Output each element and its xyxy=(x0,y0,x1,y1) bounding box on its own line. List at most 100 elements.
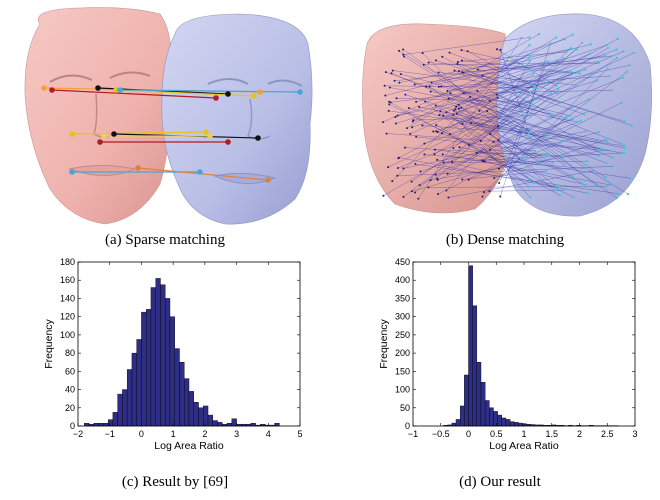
dense-source-point xyxy=(396,174,399,177)
histogram-bar xyxy=(518,422,523,427)
x-tick-label: −1 xyxy=(408,429,418,439)
dense-target-point xyxy=(550,113,553,116)
dense-source-point xyxy=(410,180,413,183)
histogram-bar xyxy=(198,407,204,427)
dense-target-point xyxy=(569,114,572,117)
dense-source-point xyxy=(453,69,456,72)
dense-source-point xyxy=(423,142,426,145)
y-tick-label: 0 xyxy=(405,421,410,431)
dense-source-point xyxy=(495,48,498,51)
dense-source-point xyxy=(436,158,439,161)
dense-source-point xyxy=(475,151,478,154)
dense-source-point xyxy=(486,110,489,113)
dense-target-point xyxy=(595,184,598,187)
dense-target-point xyxy=(528,185,531,188)
dense-source-point xyxy=(441,153,444,156)
histogram-bar xyxy=(193,402,199,427)
dense-source-point xyxy=(452,109,455,112)
dense-target-point xyxy=(541,163,544,166)
dense-source-point xyxy=(385,132,388,135)
dense-target-point xyxy=(525,155,529,158)
dense-source-point xyxy=(437,71,440,74)
x-tick-label: −2 xyxy=(73,429,83,439)
landmark-point xyxy=(135,165,141,171)
dense-source-point xyxy=(411,126,414,129)
dense-target-point xyxy=(605,161,608,165)
dense-source-point xyxy=(449,92,452,95)
dense-target-point xyxy=(578,72,581,75)
dense-source-point xyxy=(404,93,407,96)
dense-target-point xyxy=(574,83,577,87)
dense-match-line xyxy=(439,58,564,116)
dense-target-point xyxy=(529,137,533,141)
histogram-bar xyxy=(145,309,152,427)
dense-target-point xyxy=(596,79,599,82)
dense-source-point xyxy=(488,99,491,102)
dense-target-point xyxy=(584,183,587,186)
dense-target-point xyxy=(580,182,584,185)
dense-target-point xyxy=(621,76,625,79)
histogram-bar xyxy=(455,419,461,427)
dense-source-point xyxy=(388,100,391,103)
landmark-point xyxy=(101,133,107,139)
dense-target-point xyxy=(615,56,619,60)
dense-source-point xyxy=(418,105,421,108)
dense-target-point xyxy=(586,110,589,113)
dense-target-point xyxy=(536,160,539,163)
dense-source-point xyxy=(402,48,405,51)
dense-target-point xyxy=(570,105,573,108)
dense-match-line xyxy=(394,55,613,82)
dense-match-line xyxy=(424,154,585,169)
dense-source-point xyxy=(498,182,501,185)
histogram-bar xyxy=(122,389,128,427)
dense-target-point xyxy=(620,152,623,155)
dense-target-point xyxy=(562,188,566,192)
dense-source-point xyxy=(468,95,471,98)
dense-target-point xyxy=(606,46,610,49)
dense-source-point xyxy=(476,68,479,71)
dense-source-point xyxy=(432,130,435,133)
dense-target-point xyxy=(526,53,529,56)
dense-target-point xyxy=(620,101,623,104)
histogram-bar xyxy=(165,298,171,427)
target-face xyxy=(161,13,313,225)
histogram-bar xyxy=(107,419,114,427)
dense-source-point xyxy=(407,107,410,110)
dense-target-point xyxy=(606,67,609,70)
dense-target-point xyxy=(589,52,592,55)
dense-match-line xyxy=(430,91,521,109)
dense-source-point xyxy=(421,52,424,55)
match-line xyxy=(71,131,207,135)
histogram-bar xyxy=(150,287,156,427)
dense-match-line xyxy=(440,110,522,160)
landmark-point xyxy=(117,87,123,93)
y-axis-label: Frequency xyxy=(378,318,390,368)
dense-source-point xyxy=(461,71,464,74)
dense-target-point xyxy=(518,107,522,110)
histogram-bar xyxy=(484,400,490,427)
y-tick-label: 400 xyxy=(395,275,410,285)
dense-target-point xyxy=(585,160,589,163)
histogram-bar xyxy=(459,405,465,427)
dense-target-point xyxy=(546,60,549,63)
dense-target-point xyxy=(549,92,552,95)
dense-target-point xyxy=(522,97,526,100)
match-line xyxy=(137,167,269,181)
dense-source-point xyxy=(383,84,386,87)
histogram-bar xyxy=(468,265,473,427)
dense-source-point xyxy=(389,101,392,104)
dense-match-line xyxy=(467,50,536,88)
dense-target-point xyxy=(602,149,605,152)
dense-source-point xyxy=(434,59,437,62)
dense-target-point xyxy=(586,192,589,195)
x-tick-label: 0 xyxy=(466,429,471,439)
histogram-bar xyxy=(169,316,175,427)
dense-target-point xyxy=(628,64,632,67)
dense-match-line xyxy=(498,71,628,170)
dense-source-point xyxy=(488,148,491,151)
dense-match-line xyxy=(442,56,553,115)
dense-target-point xyxy=(535,87,539,90)
dense-match-line xyxy=(389,87,578,123)
dense-source-point xyxy=(440,85,443,88)
dense-target-point xyxy=(545,81,548,84)
